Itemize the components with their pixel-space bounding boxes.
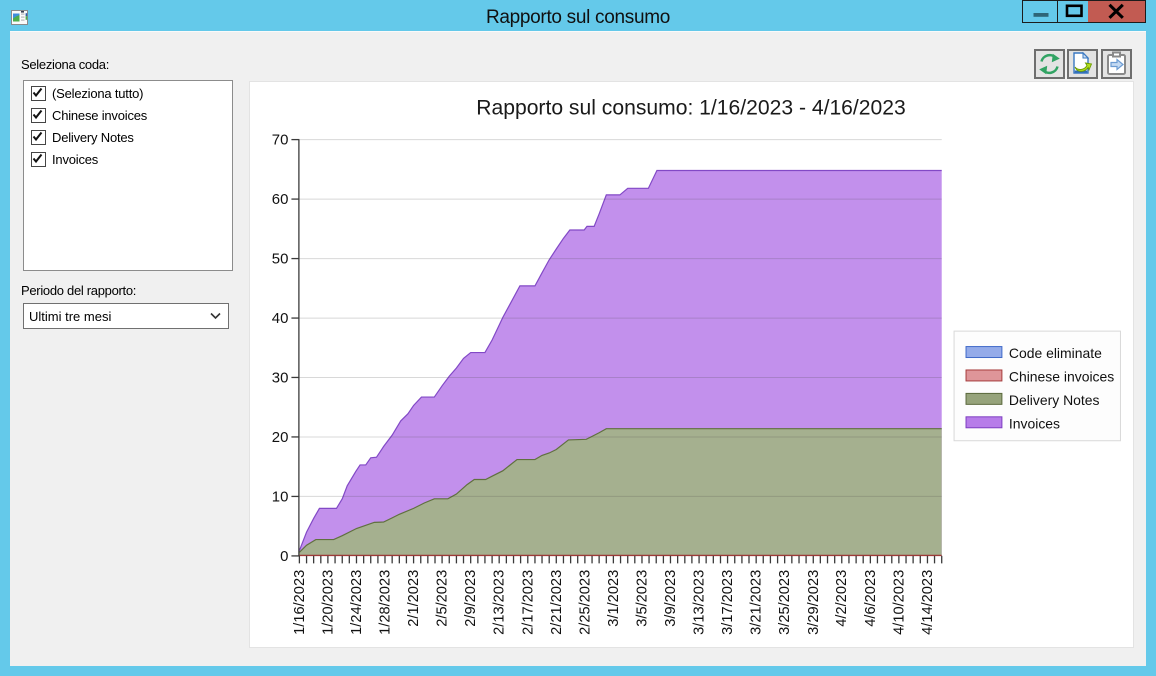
svg-text:4/2/2023: 4/2/2023 (834, 570, 850, 627)
svg-text:3/1/2023: 3/1/2023 (606, 570, 622, 627)
svg-text:0: 0 (280, 548, 288, 565)
svg-text:30: 30 (272, 369, 289, 386)
svg-text:60: 60 (272, 191, 289, 208)
svg-text:1/16/2023: 1/16/2023 (292, 570, 308, 635)
svg-text:3/9/2023: 3/9/2023 (663, 570, 679, 627)
svg-text:50: 50 (272, 251, 289, 268)
svg-text:Code eliminate: Code eliminate (1009, 345, 1102, 361)
svg-text:1/20/2023: 1/20/2023 (320, 570, 336, 635)
svg-text:2/5/2023: 2/5/2023 (435, 570, 451, 627)
svg-text:3/17/2023: 3/17/2023 (720, 570, 736, 635)
svg-text:2/25/2023: 2/25/2023 (577, 570, 593, 635)
svg-text:3/13/2023: 3/13/2023 (692, 570, 708, 635)
svg-text:3/29/2023: 3/29/2023 (806, 570, 822, 635)
svg-text:3/25/2023: 3/25/2023 (777, 570, 793, 635)
svg-text:1/24/2023: 1/24/2023 (349, 570, 365, 635)
svg-text:70: 70 (272, 132, 289, 149)
svg-text:3/21/2023: 3/21/2023 (749, 570, 765, 635)
svg-text:4/6/2023: 4/6/2023 (863, 570, 879, 627)
svg-text:40: 40 (272, 310, 289, 327)
svg-text:4/14/2023: 4/14/2023 (920, 570, 936, 635)
svg-text:20: 20 (272, 429, 289, 446)
svg-text:1/28/2023: 1/28/2023 (377, 570, 393, 635)
svg-text:2/1/2023: 2/1/2023 (406, 570, 422, 627)
svg-text:4/10/2023: 4/10/2023 (891, 570, 907, 635)
svg-text:2/13/2023: 2/13/2023 (492, 570, 508, 635)
svg-text:2/9/2023: 2/9/2023 (463, 570, 479, 627)
svg-text:Chinese invoices: Chinese invoices (1009, 368, 1114, 384)
svg-text:3/5/2023: 3/5/2023 (634, 570, 650, 627)
svg-text:Rapporto sul consumo: 1/16/202: Rapporto sul consumo: 1/16/2023 - 4/16/2… (476, 96, 906, 119)
svg-text:Invoices: Invoices (1009, 415, 1060, 431)
svg-text:Delivery Notes: Delivery Notes (1009, 392, 1100, 408)
svg-text:2/21/2023: 2/21/2023 (549, 570, 565, 635)
svg-text:10: 10 (272, 488, 289, 505)
svg-text:2/17/2023: 2/17/2023 (520, 570, 536, 635)
